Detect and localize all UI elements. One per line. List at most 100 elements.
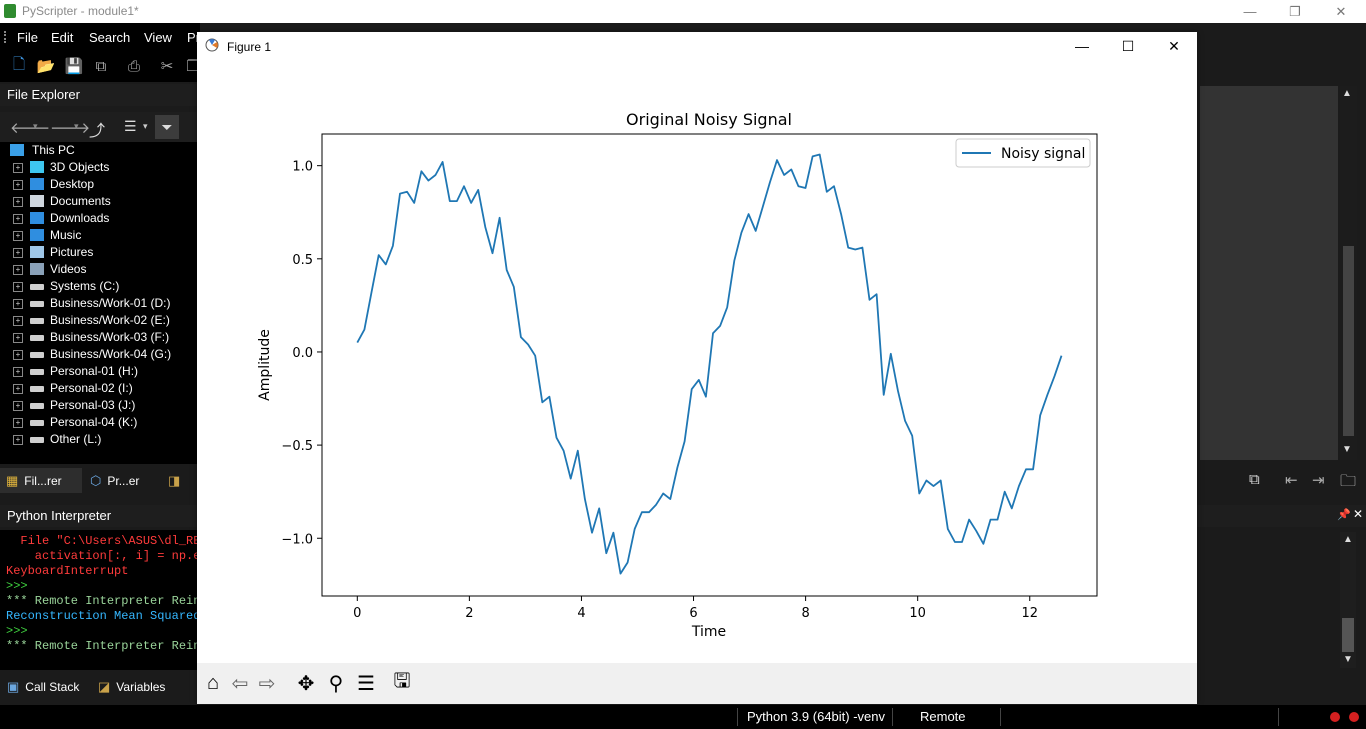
save-all-icon[interactable]: ⧉	[95, 57, 107, 75]
forward-arrow-icon[interactable]: 🡒	[50, 120, 91, 137]
back-icon[interactable]: ⇦	[231, 672, 249, 695]
open-folder-icon[interactable]: 📂	[36, 58, 56, 75]
scroll-down-icon[interactable]: ▼	[1343, 654, 1353, 665]
expand-icon[interactable]: +	[13, 435, 23, 445]
scroll-thumb[interactable]	[1342, 618, 1354, 652]
configure-icon[interactable]: ☰	[357, 672, 375, 695]
expand-icon[interactable]: +	[13, 197, 23, 207]
pin-icon[interactable]: 📌	[1337, 509, 1351, 521]
tree-item[interactable]: + Business/Work-04 (G:)	[0, 346, 200, 363]
interpreter-line: Reconstruction Mean Squared	[6, 609, 200, 623]
scroll-up-icon[interactable]: ▲	[1342, 88, 1352, 99]
file-explorer-tabs: ▦ Fil...rer ⬡ Pr...er ◨	[0, 468, 200, 494]
tab-variables[interactable]: ◪ Variables	[98, 679, 166, 694]
pan-icon[interactable]: ✥	[297, 672, 315, 695]
expand-icon[interactable]: +	[13, 350, 23, 360]
expand-icon[interactable]: +	[13, 299, 23, 309]
app-minimize-button[interactable]: —	[1243, 4, 1257, 19]
status-engine-mode[interactable]: Remote	[920, 709, 966, 724]
app-restore-button[interactable]: ❐	[1289, 3, 1301, 19]
up-folder-icon[interactable]: ⤴	[89, 123, 106, 140]
expand-icon[interactable]: +	[13, 231, 23, 241]
y-tick-label: 1.0	[292, 160, 313, 175]
expand-icon[interactable]: +	[13, 401, 23, 411]
expand-icon[interactable]: +	[13, 163, 23, 173]
folder-forward-icon[interactable]: ⇥	[1312, 472, 1325, 489]
tree-item[interactable]: + Videos	[0, 261, 200, 278]
chevron-down-icon[interactable]: ▾	[143, 121, 148, 131]
figure-maximize-button[interactable]: ☐	[1121, 37, 1135, 54]
tree-item[interactable]: + Business/Work-03 (F:)	[0, 329, 200, 346]
scroll-thumb[interactable]	[1343, 246, 1354, 436]
app-close-button[interactable]: ✕	[1335, 3, 1347, 19]
menu-search[interactable]: Search	[89, 30, 131, 45]
zoom-icon[interactable]: ⚲	[328, 672, 344, 695]
view-mode-icon[interactable]: ☰	[124, 118, 137, 134]
menu-edit[interactable]: Edit	[51, 30, 74, 45]
tree-item[interactable]: + Personal-04 (K:)	[0, 414, 200, 431]
figure-close-button[interactable]: ✕	[1168, 37, 1180, 54]
expand-icon[interactable]: +	[13, 418, 23, 428]
expand-icon[interactable]: +	[13, 333, 23, 343]
copy-icon[interactable]: ❐	[186, 58, 200, 75]
menu-project[interactable]: Pr	[187, 30, 200, 45]
editor-scrollbar[interactable]: ▲ ▼	[1340, 86, 1357, 460]
tree-item[interactable]: + Pictures	[0, 244, 200, 261]
expand-icon[interactable]: +	[13, 367, 23, 377]
tree-item[interactable]: + Personal-02 (I:)	[0, 380, 200, 397]
menu-file[interactable]: File	[17, 30, 38, 45]
expand-icon[interactable]: +	[13, 265, 23, 275]
tree-item[interactable]: +3D Objects	[0, 159, 200, 176]
expand-icon[interactable]: +	[13, 248, 23, 258]
tab-call-stack[interactable]: ▣ Call Stack	[7, 679, 80, 694]
expand-icon[interactable]: +	[13, 282, 23, 292]
folder-back-icon[interactable]: ⇤	[1285, 472, 1298, 489]
pictures-icon	[30, 246, 44, 258]
expand-icon[interactable]: +	[13, 316, 23, 326]
scroll-down-icon[interactable]: ▼	[1342, 444, 1352, 455]
tree-item[interactable]: + Desktop	[0, 176, 200, 193]
print-icon[interactable]: ⎙	[127, 57, 140, 75]
figure-minimize-button[interactable]: —	[1075, 38, 1089, 54]
status-separator	[1278, 708, 1279, 726]
tree-item-label: 3D Objects	[50, 160, 110, 174]
chevron-down-icon[interactable]: ▾	[74, 121, 79, 131]
figure-toolbar: ⌂ ⇦ ⇨ ✥ ⚲ ☰ 🖫	[197, 663, 1197, 704]
tab-code-explorer[interactable]: ◨	[162, 468, 186, 493]
save-icon[interactable]: 💾	[64, 58, 84, 75]
editor-area[interactable]	[1200, 86, 1338, 460]
status-python-version[interactable]: Python 3.9 (64bit) -venv	[747, 709, 886, 724]
chevron-down-icon[interactable]: ▾	[33, 121, 38, 131]
tree-item[interactable]: + Business/Work-02 (E:)	[0, 312, 200, 329]
expand-icon[interactable]: +	[13, 214, 23, 224]
interpreter-scrollbar[interactable]: ▲ ▼	[1340, 532, 1356, 668]
expand-icon[interactable]: +	[13, 384, 23, 394]
tab-file-explorer[interactable]: ▦ Fil...rer	[0, 468, 82, 493]
tab-project-explorer[interactable]: ⬡ Pr...er	[90, 472, 140, 488]
forward-icon[interactable]: ⇨	[258, 672, 276, 695]
x-tick-label: 2	[465, 606, 473, 621]
save-figure-icon[interactable]: 🖫	[393, 670, 411, 692]
expand-icon[interactable]: +	[13, 180, 23, 190]
tree-root-this-pc[interactable]: This PC	[0, 142, 200, 159]
tree-item[interactable]: + Personal-03 (J:)	[0, 397, 200, 414]
tree-item-label: Business/Work-04 (G:)	[50, 347, 172, 361]
filter-icon[interactable]: ⏷	[155, 115, 179, 139]
window-layout-icon[interactable]: ⧉	[1249, 471, 1260, 488]
tree-item[interactable]: + Downloads	[0, 210, 200, 227]
tree-item[interactable]: + Systems (C:)	[0, 278, 200, 295]
home-icon[interactable]: ⌂	[206, 671, 220, 694]
tree-item[interactable]: + Documents	[0, 193, 200, 210]
tree-item[interactable]: + Personal-01 (H:)	[0, 363, 200, 380]
new-file-icon[interactable]: 🗋	[12, 55, 26, 73]
cut-icon[interactable]: ✂	[160, 58, 174, 75]
folder-icon[interactable]: 🗀	[1340, 473, 1357, 490]
menu-view[interactable]: View	[144, 30, 172, 45]
back-arrow-icon[interactable]: 🡐	[10, 120, 51, 137]
interpreter-output[interactable]: File "C:\Users\ASUS\dl_RB activation[:, …	[0, 530, 200, 670]
tree-item[interactable]: + Business/Work-01 (D:)	[0, 295, 200, 312]
tree-item[interactable]: + Music	[0, 227, 200, 244]
tree-item[interactable]: + Other (L:)	[0, 431, 200, 448]
scroll-up-icon[interactable]: ▲	[1343, 534, 1353, 545]
panel-close-icon[interactable]: ✕	[1353, 507, 1364, 521]
